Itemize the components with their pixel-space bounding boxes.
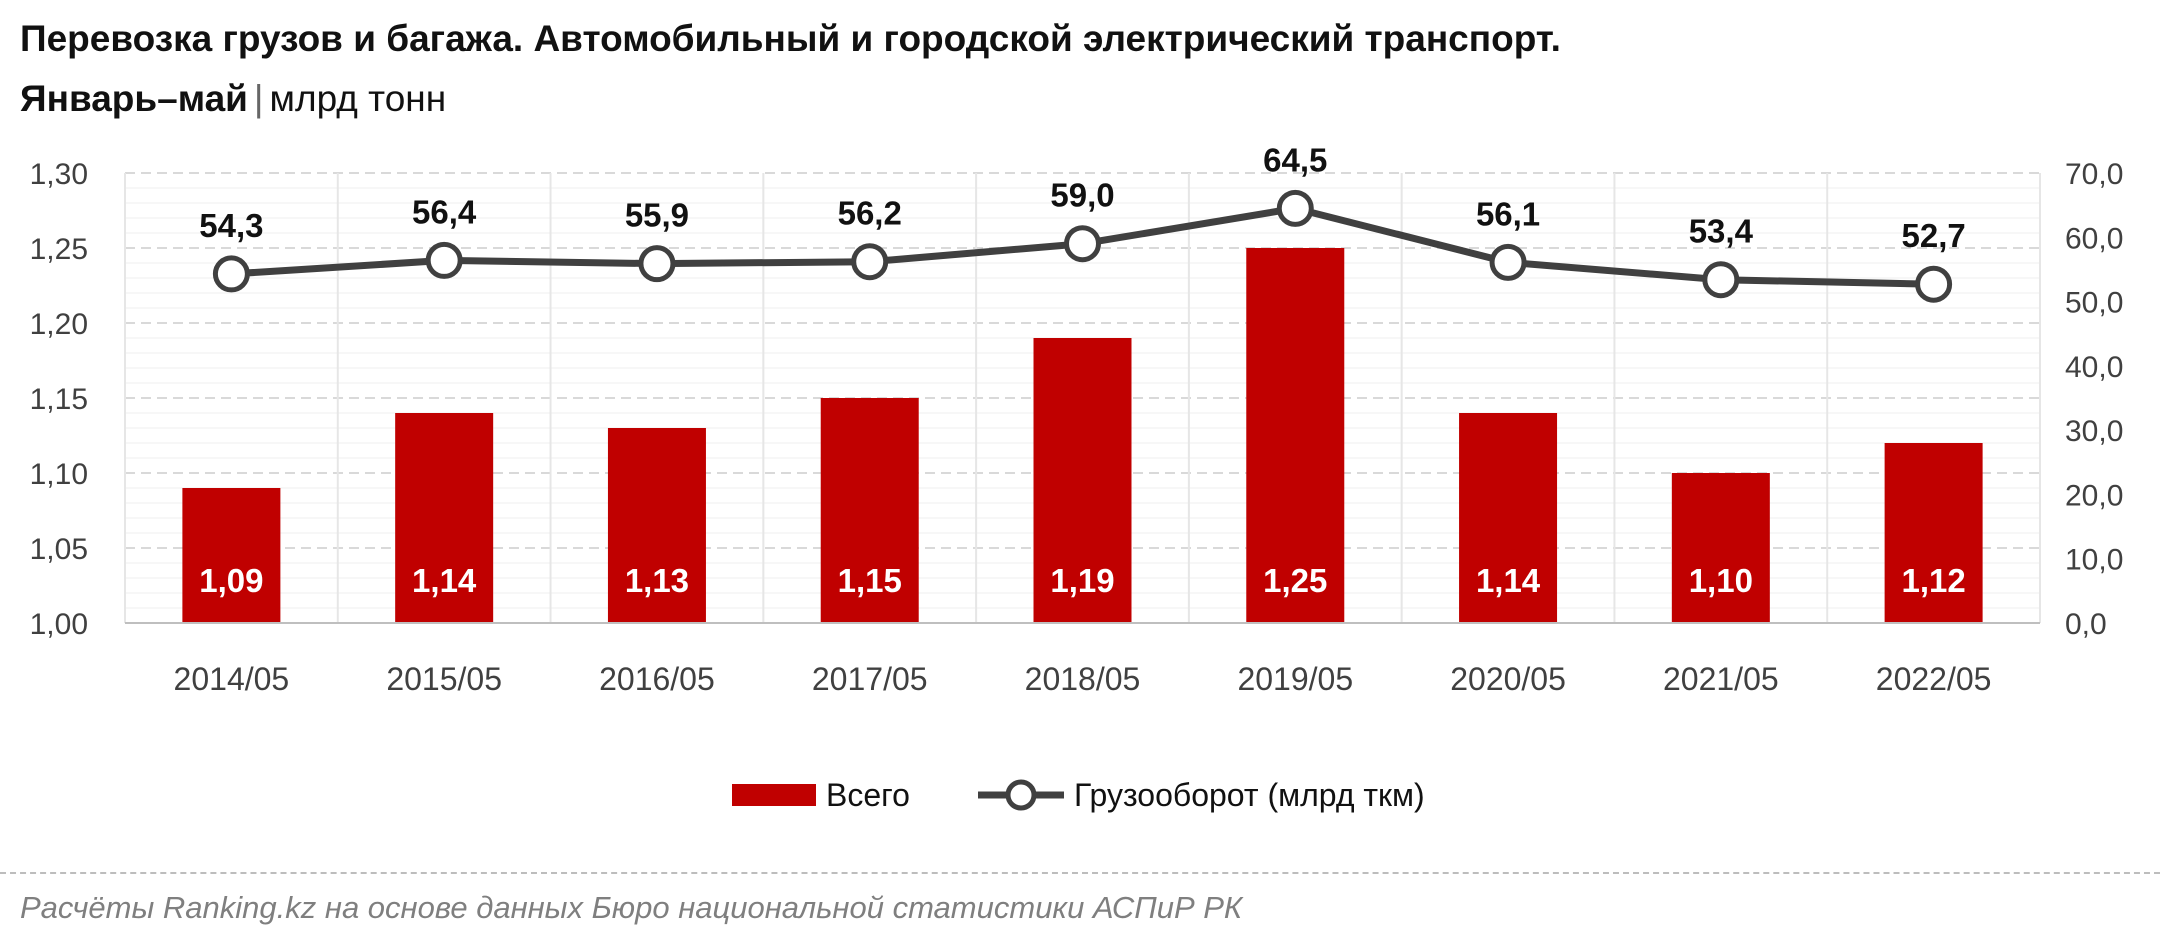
x-tick-label: 2021/05 [1663,661,1779,697]
bar-value-label: 1,15 [838,562,902,599]
x-tick-label: 2014/05 [174,661,290,697]
bar-2019/05 [1246,248,1345,623]
y-left-tick-label: 1,20 [30,308,88,341]
period-label: Январь–май [20,78,248,119]
line-value-label: 53,4 [1689,213,1754,250]
x-tick-label: 2016/05 [599,661,715,697]
unit-label: млрд тонн [269,78,447,119]
line-value-label: 59,0 [1050,177,1114,214]
line-value-label: 56,4 [412,193,477,230]
footer-divider [0,872,2160,874]
line-marker-2017/05 [851,243,889,281]
line-marker-2018/05 [1064,225,1101,263]
y-left-tick-label: 1,30 [30,158,88,191]
line-marker-2022/05 [1915,265,1953,303]
line-value-label: 55,9 [625,197,689,234]
y-left-tick-label: 1,00 [30,608,88,641]
x-tick-label: 2022/05 [1876,661,1992,697]
line-marker-2021/05 [1702,261,1740,299]
combo-chart: 1,09 1,14 1,13 1,15 1,19 1,25 1,14 1,10 1,12 54,… [30,141,2124,813]
y-right-tick-label: 10,0 [2065,544,2123,577]
line-marker-2015/05 [425,241,463,279]
line-value-label: 56,1 [1476,195,1540,232]
y-right-tick-label: 30,0 [2065,415,2123,448]
line-marker-2020/05 [1489,243,1527,281]
bar-value-label: 1,13 [625,562,689,599]
bar-2022/05 [1884,443,1983,623]
subtitle-separator: | [253,78,264,119]
y-right-tick-label: 0,0 [2065,608,2107,641]
legend-bar-swatch [732,784,816,806]
legend-bar-label: Всего [826,777,910,813]
source-note: Расчёты Ranking.kz на основе данных Бюро… [20,890,1243,925]
chart-title: Перевозка грузов и багажа. Автомобильный… [20,18,1561,59]
bar-value-label: 1,14 [1476,562,1541,599]
y-right-tick-label: 20,0 [2065,479,2123,512]
y-left-tick-label: 1,25 [30,233,88,266]
legend-line-marker [1005,779,1037,811]
bar-value-label: 1,10 [1689,562,1753,599]
axes: 1,00 1,05 1,10 1,15 1,20 1,25 1,30 0,0 10,0 20,0 3… [30,158,2124,697]
y-left-tick-label: 1,15 [30,383,88,416]
bar-2016/05 [607,428,706,623]
line-series: 54,3 56,4 55,9 56,2 59,0 64,5 56,1 53,4 52,7 [199,141,1966,303]
x-tick-label: 2020/05 [1450,661,1566,697]
bar-2015/05 [395,413,494,623]
y-right-tick-label: 50,0 [2065,287,2123,320]
bar-2018/05 [1033,338,1132,623]
line-marker-2019/05 [1276,189,1314,227]
y-left-tick-label: 1,05 [30,533,88,566]
y-right-tick-label: 40,0 [2065,351,2123,384]
y-left-tick-label: 1,10 [30,458,88,491]
bar-2017/05 [820,398,919,623]
x-tick-label: 2019/05 [1237,661,1353,697]
line-marker-2014/05 [212,255,250,293]
bar-value-label: 1,14 [412,562,477,599]
bars: 1,09 1,14 1,13 1,15 1,19 1,25 1,14 1,10 1,12 [182,248,1983,623]
bar-value-label: 1,19 [1050,562,1114,599]
y-right-tick-label: 60,0 [2065,222,2123,255]
x-tick-label: 2015/05 [386,661,502,697]
bar-2021/05 [1671,473,1770,623]
bar-value-label: 1,25 [1263,562,1327,599]
line-value-label: 52,7 [1901,217,1965,254]
line-value-label: 54,3 [199,207,263,244]
bar-value-label: 1,12 [1901,562,1965,599]
line-value-label: 56,2 [838,195,902,232]
legend-line-label: Грузооборот (млрд ткм) [1074,777,1425,813]
chart-subtitle: Январь–май | млрд тонн [20,78,446,120]
bar-2020/05 [1459,413,1558,623]
y-right-tick-label: 70,0 [2065,158,2123,191]
legend: Всего Грузооборот (млрд ткм) [732,777,1425,813]
line-marker-2016/05 [638,245,676,283]
x-tick-label: 2017/05 [812,661,928,697]
line-value-label: 64,5 [1263,141,1327,178]
bar-2014/05 [182,488,281,623]
x-tick-label: 2018/05 [1025,661,1141,697]
bar-value-label: 1,09 [199,562,263,599]
